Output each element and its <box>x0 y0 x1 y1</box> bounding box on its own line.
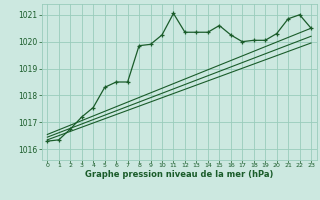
X-axis label: Graphe pression niveau de la mer (hPa): Graphe pression niveau de la mer (hPa) <box>85 170 273 179</box>
